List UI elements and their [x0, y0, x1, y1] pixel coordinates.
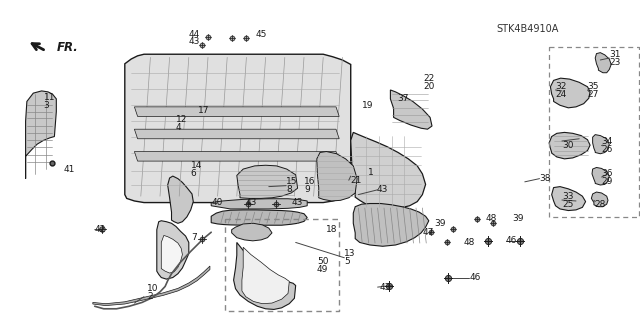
Text: 18: 18 [326, 225, 338, 234]
Text: 6: 6 [191, 169, 196, 178]
Text: 40: 40 [211, 198, 223, 207]
Text: 43: 43 [291, 198, 303, 207]
Text: 13: 13 [344, 249, 356, 258]
Text: 17: 17 [198, 106, 210, 115]
Polygon shape [591, 192, 608, 207]
Text: 5: 5 [344, 257, 350, 266]
Text: 22: 22 [424, 74, 435, 83]
Polygon shape [242, 247, 289, 304]
Text: 46: 46 [506, 236, 517, 245]
Polygon shape [550, 78, 590, 108]
Text: 27: 27 [588, 90, 599, 99]
Text: 42: 42 [95, 225, 106, 234]
Polygon shape [593, 135, 609, 154]
Polygon shape [390, 90, 432, 129]
Text: 37: 37 [397, 94, 408, 103]
Text: 43: 43 [189, 37, 200, 46]
Text: 8: 8 [286, 185, 292, 194]
Polygon shape [161, 235, 182, 273]
Polygon shape [592, 167, 609, 185]
Text: 48: 48 [464, 238, 476, 247]
Polygon shape [157, 221, 189, 279]
Text: 1: 1 [368, 168, 374, 177]
Text: 19: 19 [362, 101, 373, 110]
Text: 35: 35 [588, 82, 599, 91]
Text: 39: 39 [434, 219, 445, 228]
Polygon shape [552, 187, 586, 211]
Text: 36: 36 [602, 169, 613, 178]
Text: 4: 4 [176, 123, 182, 132]
Text: STK4B4910A: STK4B4910A [496, 24, 558, 34]
Text: 29: 29 [602, 177, 613, 186]
Text: 33: 33 [562, 192, 573, 201]
Polygon shape [211, 199, 307, 209]
Text: 28: 28 [594, 200, 605, 209]
Polygon shape [168, 176, 193, 223]
Text: 32: 32 [556, 82, 567, 91]
Polygon shape [26, 91, 56, 179]
Text: 14: 14 [191, 161, 202, 170]
Text: 30: 30 [562, 141, 573, 150]
Text: 15: 15 [286, 177, 298, 186]
Text: 45: 45 [256, 30, 268, 39]
Text: 24: 24 [556, 90, 567, 99]
Text: 46: 46 [469, 273, 481, 282]
Text: 16: 16 [304, 177, 316, 186]
Text: 39: 39 [512, 214, 524, 223]
Polygon shape [549, 132, 590, 159]
Text: 49: 49 [317, 265, 328, 274]
Polygon shape [317, 152, 357, 201]
Polygon shape [237, 165, 298, 198]
Text: 25: 25 [562, 200, 573, 209]
Text: FR.: FR. [56, 41, 78, 54]
Polygon shape [351, 132, 426, 209]
Polygon shape [353, 204, 429, 246]
Text: 43: 43 [376, 185, 388, 194]
Text: 21: 21 [351, 176, 362, 185]
Polygon shape [134, 107, 339, 116]
Text: 11: 11 [44, 93, 55, 102]
Polygon shape [234, 242, 296, 309]
Text: 34: 34 [602, 137, 613, 146]
Text: 7: 7 [191, 233, 196, 242]
Text: 44: 44 [189, 30, 200, 39]
Text: 2: 2 [147, 292, 153, 301]
Text: 20: 20 [424, 82, 435, 91]
Text: 23: 23 [609, 58, 621, 67]
Text: 48: 48 [485, 214, 497, 223]
Text: 43: 43 [380, 283, 391, 292]
Text: 50: 50 [317, 257, 328, 266]
Polygon shape [125, 54, 351, 203]
Text: 12: 12 [176, 115, 188, 124]
Text: 43: 43 [245, 198, 257, 207]
Text: 9: 9 [304, 185, 310, 194]
Polygon shape [134, 152, 339, 161]
Text: 31: 31 [609, 50, 621, 59]
Text: 47: 47 [422, 228, 434, 237]
Polygon shape [595, 53, 611, 73]
Polygon shape [211, 210, 307, 225]
Text: 41: 41 [64, 165, 76, 174]
Text: 26: 26 [602, 145, 613, 154]
Text: 3: 3 [44, 101, 49, 110]
Polygon shape [134, 129, 339, 139]
Polygon shape [93, 266, 210, 306]
Text: 10: 10 [147, 284, 159, 293]
Polygon shape [232, 223, 272, 241]
Text: 38: 38 [540, 174, 551, 183]
